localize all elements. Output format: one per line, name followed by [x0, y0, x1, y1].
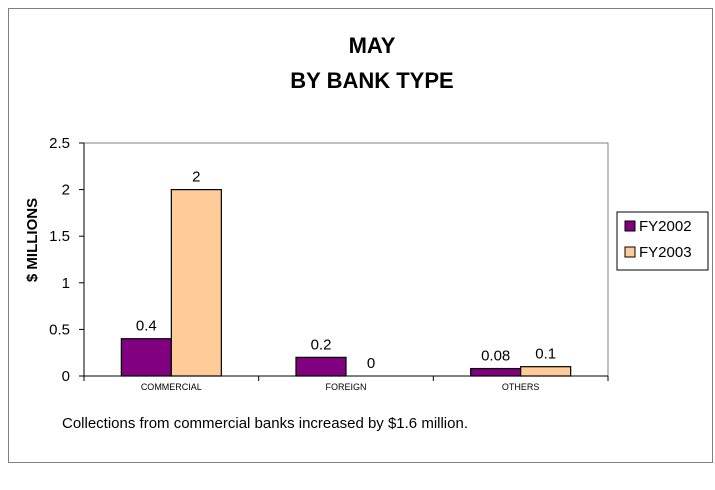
y-tick-label: 1 — [62, 275, 70, 292]
data-label: 0.08 — [481, 348, 510, 365]
y-tick-label: 2.5 — [49, 135, 70, 152]
y-axis-label: $ MILLIONS — [24, 198, 41, 282]
y-tick-label: 0.5 — [49, 321, 70, 338]
legend-swatch — [624, 220, 636, 232]
bar-fy2003-commercial — [170, 189, 222, 377]
chart-title-line-1: MAY — [349, 33, 396, 58]
data-label: 0.2 — [311, 336, 332, 353]
chart-title: MAY BY BANK TYPE — [290, 33, 453, 93]
data-label: 0.4 — [136, 318, 157, 335]
legend: FY2002 FY2003 — [616, 211, 709, 271]
x-tick-label: OTHERS — [502, 382, 540, 392]
x-tick-label: COMMERCIAL — [141, 382, 202, 392]
data-label: 2 — [192, 169, 200, 186]
bar-fy2002-commercial — [120, 338, 172, 377]
bar-fy2003-others — [520, 366, 572, 377]
legend-label: FY2003 — [639, 244, 692, 261]
x-tick-label: FOREIGN — [325, 382, 366, 392]
chart-caption: Collections from commercial banks increa… — [62, 415, 468, 432]
plot-area: 0 0.5 1 1.5 2 2.5 COMMERCIAL 0.4 2 FOREIGN 0.2 0 OTH… — [49, 135, 609, 392]
y-tick-label: 2 — [62, 182, 70, 199]
bar-fy2002-foreign — [295, 356, 347, 377]
chart-title-line-2: BY BANK TYPE — [290, 68, 453, 93]
data-label: 0.1 — [535, 346, 556, 363]
y-tick-label: 1.5 — [49, 228, 70, 245]
legend-label: FY2002 — [639, 218, 692, 235]
bar-fy2002-others — [470, 367, 522, 377]
data-label: 0 — [367, 355, 375, 372]
y-tick-label: 0 — [62, 368, 70, 385]
legend-swatch — [624, 246, 636, 258]
